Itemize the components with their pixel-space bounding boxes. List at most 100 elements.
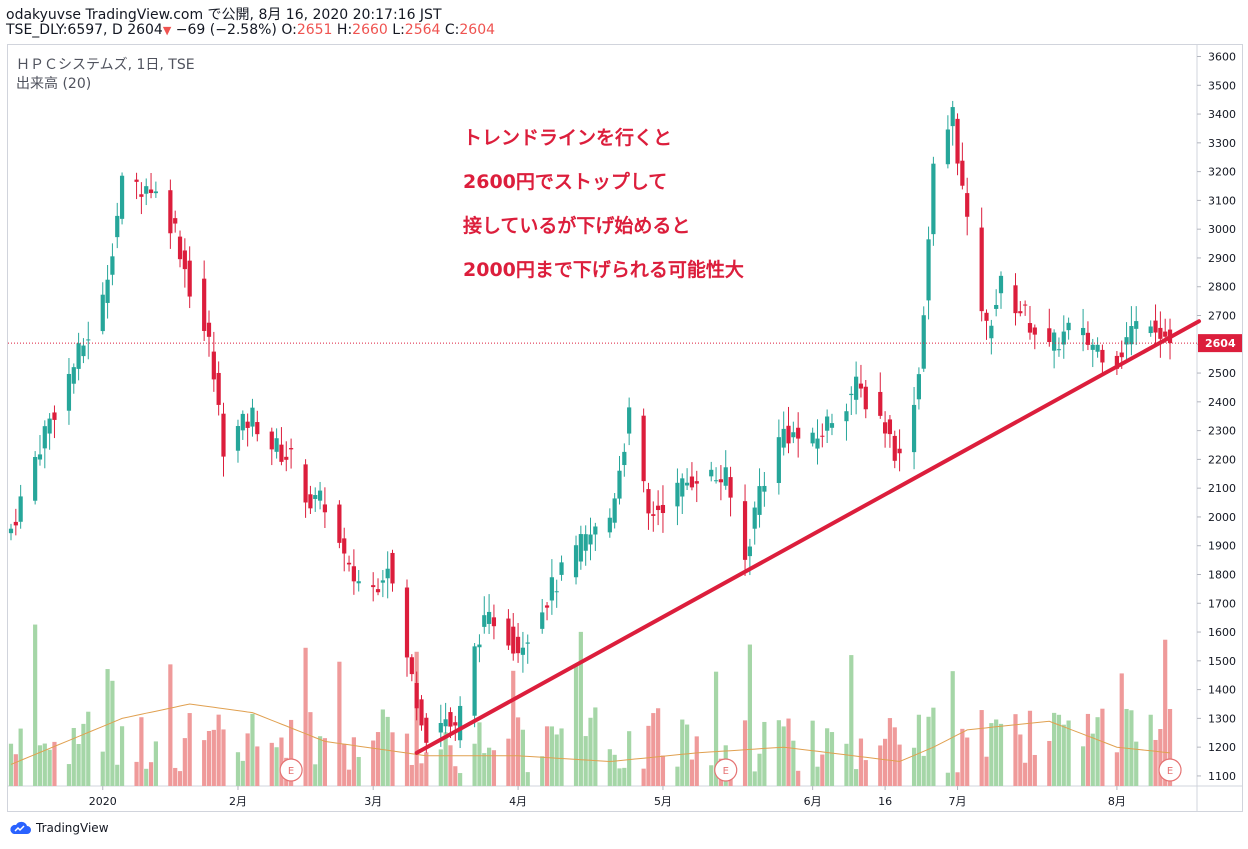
volume-bar: [747, 644, 752, 786]
volume-bar: [815, 766, 820, 786]
candle-body: [173, 218, 178, 224]
volume-bar: [709, 765, 714, 786]
annotation-line: 2000円まで下げられる可能性大: [463, 259, 744, 281]
volume-bar: [173, 767, 178, 786]
high-label: H:: [336, 22, 353, 38]
candle-body: [250, 407, 255, 427]
candle-body: [945, 129, 950, 165]
y-tick-label: 3600: [1208, 51, 1236, 64]
volume-bar: [525, 772, 530, 786]
volume-bar: [1134, 741, 1139, 786]
candle-body: [607, 517, 612, 533]
candle-body: [409, 657, 414, 675]
volume-bar: [607, 749, 612, 786]
volume-bar: [994, 719, 999, 786]
volume-bar: [33, 624, 38, 786]
volume-bar: [887, 718, 893, 786]
candle-body: [1129, 326, 1134, 345]
candle-body: [882, 422, 888, 434]
candle-body: [520, 647, 526, 655]
tradingview-footer[interactable]: TradingView: [8, 820, 109, 836]
volume-bar: [520, 729, 526, 786]
candle-body: [269, 431, 274, 450]
volume-bar: [825, 728, 830, 786]
x-tick-label: 5月: [654, 795, 672, 808]
candle-body: [989, 325, 994, 339]
candle-body: [796, 427, 801, 439]
candle-body: [622, 451, 627, 466]
candle-body: [211, 351, 216, 380]
volume-bar: [713, 671, 719, 786]
volume-bar: [322, 738, 328, 786]
x-tick-label: 6月: [804, 795, 822, 808]
candle-body: [786, 425, 791, 444]
volume-bar: [438, 749, 443, 786]
candle-body: [404, 587, 410, 658]
volume-bar: [18, 728, 23, 786]
volume-bar: [245, 733, 250, 786]
y-tick-label: 3200: [1208, 166, 1236, 179]
symbol-legend: ＨＰＣシステムズ, 1日, TSE: [16, 57, 195, 73]
candle-body: [139, 194, 144, 197]
price-change: −69 (−2.58%): [175, 22, 277, 38]
candle-body: [110, 256, 115, 275]
candle-body: [506, 618, 511, 646]
candle-body: [815, 438, 820, 449]
y-tick-label: 2900: [1208, 252, 1236, 265]
symbol-label: TSE_DLY:6597, D: [6, 22, 123, 38]
candle-body: [1027, 323, 1033, 333]
candle-body: [81, 345, 86, 357]
volume-bar: [998, 723, 1004, 786]
low-label: L:: [392, 22, 405, 38]
volume-bar: [689, 759, 695, 786]
candle-body: [284, 456, 289, 460]
volume-bar: [37, 745, 43, 786]
volume-bar: [593, 707, 598, 786]
volume-bar: [921, 755, 926, 786]
candle-body: [931, 163, 936, 235]
volume-bar: [1153, 739, 1158, 786]
volume-bar: [979, 710, 984, 786]
volume-bar: [559, 728, 564, 786]
chart-frame[interactable]: [7, 44, 1243, 812]
volume-bar: [424, 752, 429, 786]
volume-bar: [110, 680, 115, 786]
volume-bar: [390, 732, 395, 786]
volume-bar: [573, 666, 579, 786]
volume-bar: [829, 732, 835, 786]
candle-body: [757, 486, 762, 515]
candle-body: [960, 160, 965, 186]
volume-bar: [221, 729, 226, 786]
candle-body: [337, 504, 342, 543]
candle-body: [559, 562, 564, 575]
volume-bar: [1066, 720, 1071, 786]
candle-body: [380, 580, 385, 583]
candle-body: [965, 193, 970, 217]
volume-bar: [303, 647, 308, 786]
volume-bar: [235, 752, 241, 786]
candle-body: [313, 495, 318, 499]
volume-bar: [419, 763, 424, 786]
candle-body: [617, 470, 622, 499]
y-tick-label: 2300: [1208, 425, 1236, 438]
volume-bar: [858, 738, 864, 786]
x-tick-label: 16: [878, 795, 892, 808]
candle-body: [288, 448, 294, 450]
volume-bar: [1158, 729, 1163, 786]
candle-body: [651, 514, 656, 516]
candle-body: [984, 312, 989, 321]
volume-bar: [168, 664, 173, 786]
volume-bar: [844, 743, 849, 786]
candle-body: [414, 683, 419, 709]
volume-bar: [375, 732, 381, 786]
volume-bar: [820, 754, 825, 786]
candle-body: [424, 717, 429, 743]
candle-body: [926, 239, 931, 301]
candle-body: [897, 448, 902, 454]
volume-bar: [776, 720, 781, 786]
volume-bar: [47, 749, 52, 786]
candle-body: [42, 426, 47, 449]
volume-bar: [458, 773, 463, 786]
volume-bar: [1085, 713, 1091, 786]
